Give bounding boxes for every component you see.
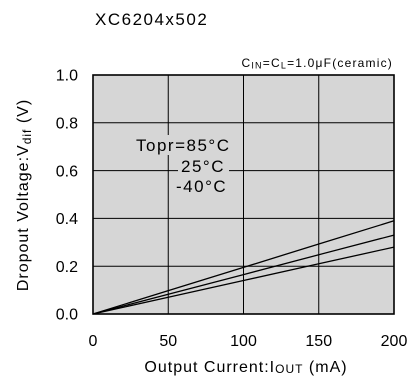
legend-prefix: Topr= — [136, 136, 187, 155]
y-tick-label-0-8: 0.8 — [56, 116, 78, 133]
condition-sub-in: IN — [251, 61, 262, 71]
legend-entry-85c: Topr=85°C — [136, 136, 230, 155]
x-tick-label-0: 0 — [89, 333, 98, 350]
legend-background — [132, 135, 236, 196]
chart-title: XC6204x502 — [95, 10, 208, 29]
legend: Topr=85°C 25°C -40°C — [136, 136, 230, 196]
y-axis-label-unit: (V) — [15, 99, 32, 129]
series-line-25c — [92, 234, 395, 315]
y-axis-label-text: Dropout Voltage:V — [15, 144, 32, 291]
x-tick-label-50: 50 — [159, 333, 177, 350]
y-axis-label-sub: dif — [20, 129, 34, 145]
legend-entry-25c: 25°C — [181, 157, 225, 176]
x-tick-label-100: 100 — [230, 333, 257, 350]
x-tick-label-150: 150 — [305, 333, 332, 350]
legend-entry-minus-40c: -40°C — [176, 177, 227, 196]
y-tick-label-0-2: 0.2 — [56, 259, 78, 276]
y-tick-label-0-6: 0.6 — [56, 163, 78, 180]
x-axis-label-text: Output Current:I — [144, 359, 275, 376]
legend-label-85c: 85°C — [187, 136, 231, 155]
legend-bg-25c — [178, 157, 229, 175]
series-line-85c — [92, 220, 395, 315]
condition-c2: =C — [263, 56, 281, 70]
series-lines — [92, 220, 395, 315]
x-axis-label-sub: OUT — [275, 362, 303, 376]
x-axis-label: Output Current:IOUT (mA) — [144, 359, 347, 376]
legend-label-25c: 25°C — [181, 157, 225, 176]
y-tick-label-1-0: 1.0 — [56, 68, 78, 85]
condition-sub-l: L — [281, 61, 287, 71]
x-tick-label-200: 200 — [381, 333, 408, 350]
legend-bg-minus-40c — [173, 177, 230, 196]
legend-bg-85c — [132, 135, 236, 155]
y-axis-label: Dropout Voltage:Vdif (V) — [15, 99, 34, 291]
y-tick-labels: 0.0 0.2 0.4 0.6 0.8 1.0 — [56, 68, 78, 324]
x-axis-label-unit: (mA) — [303, 359, 347, 376]
series-line-minus-40c — [92, 246, 395, 315]
y-tick-label-0-0: 0.0 — [56, 307, 78, 324]
condition-c1: C — [241, 56, 251, 70]
legend-label-minus-40c: -40°C — [176, 177, 227, 196]
condition-rest: =1.0μF(ceramic) — [287, 56, 393, 70]
plot-frame — [92, 74, 395, 315]
x-tick-labels: 0 50 100 150 200 — [89, 333, 408, 350]
test-condition-note: CIN=CL=1.0μF(ceramic) — [241, 56, 393, 71]
y-tick-label-0-4: 0.4 — [56, 211, 78, 228]
